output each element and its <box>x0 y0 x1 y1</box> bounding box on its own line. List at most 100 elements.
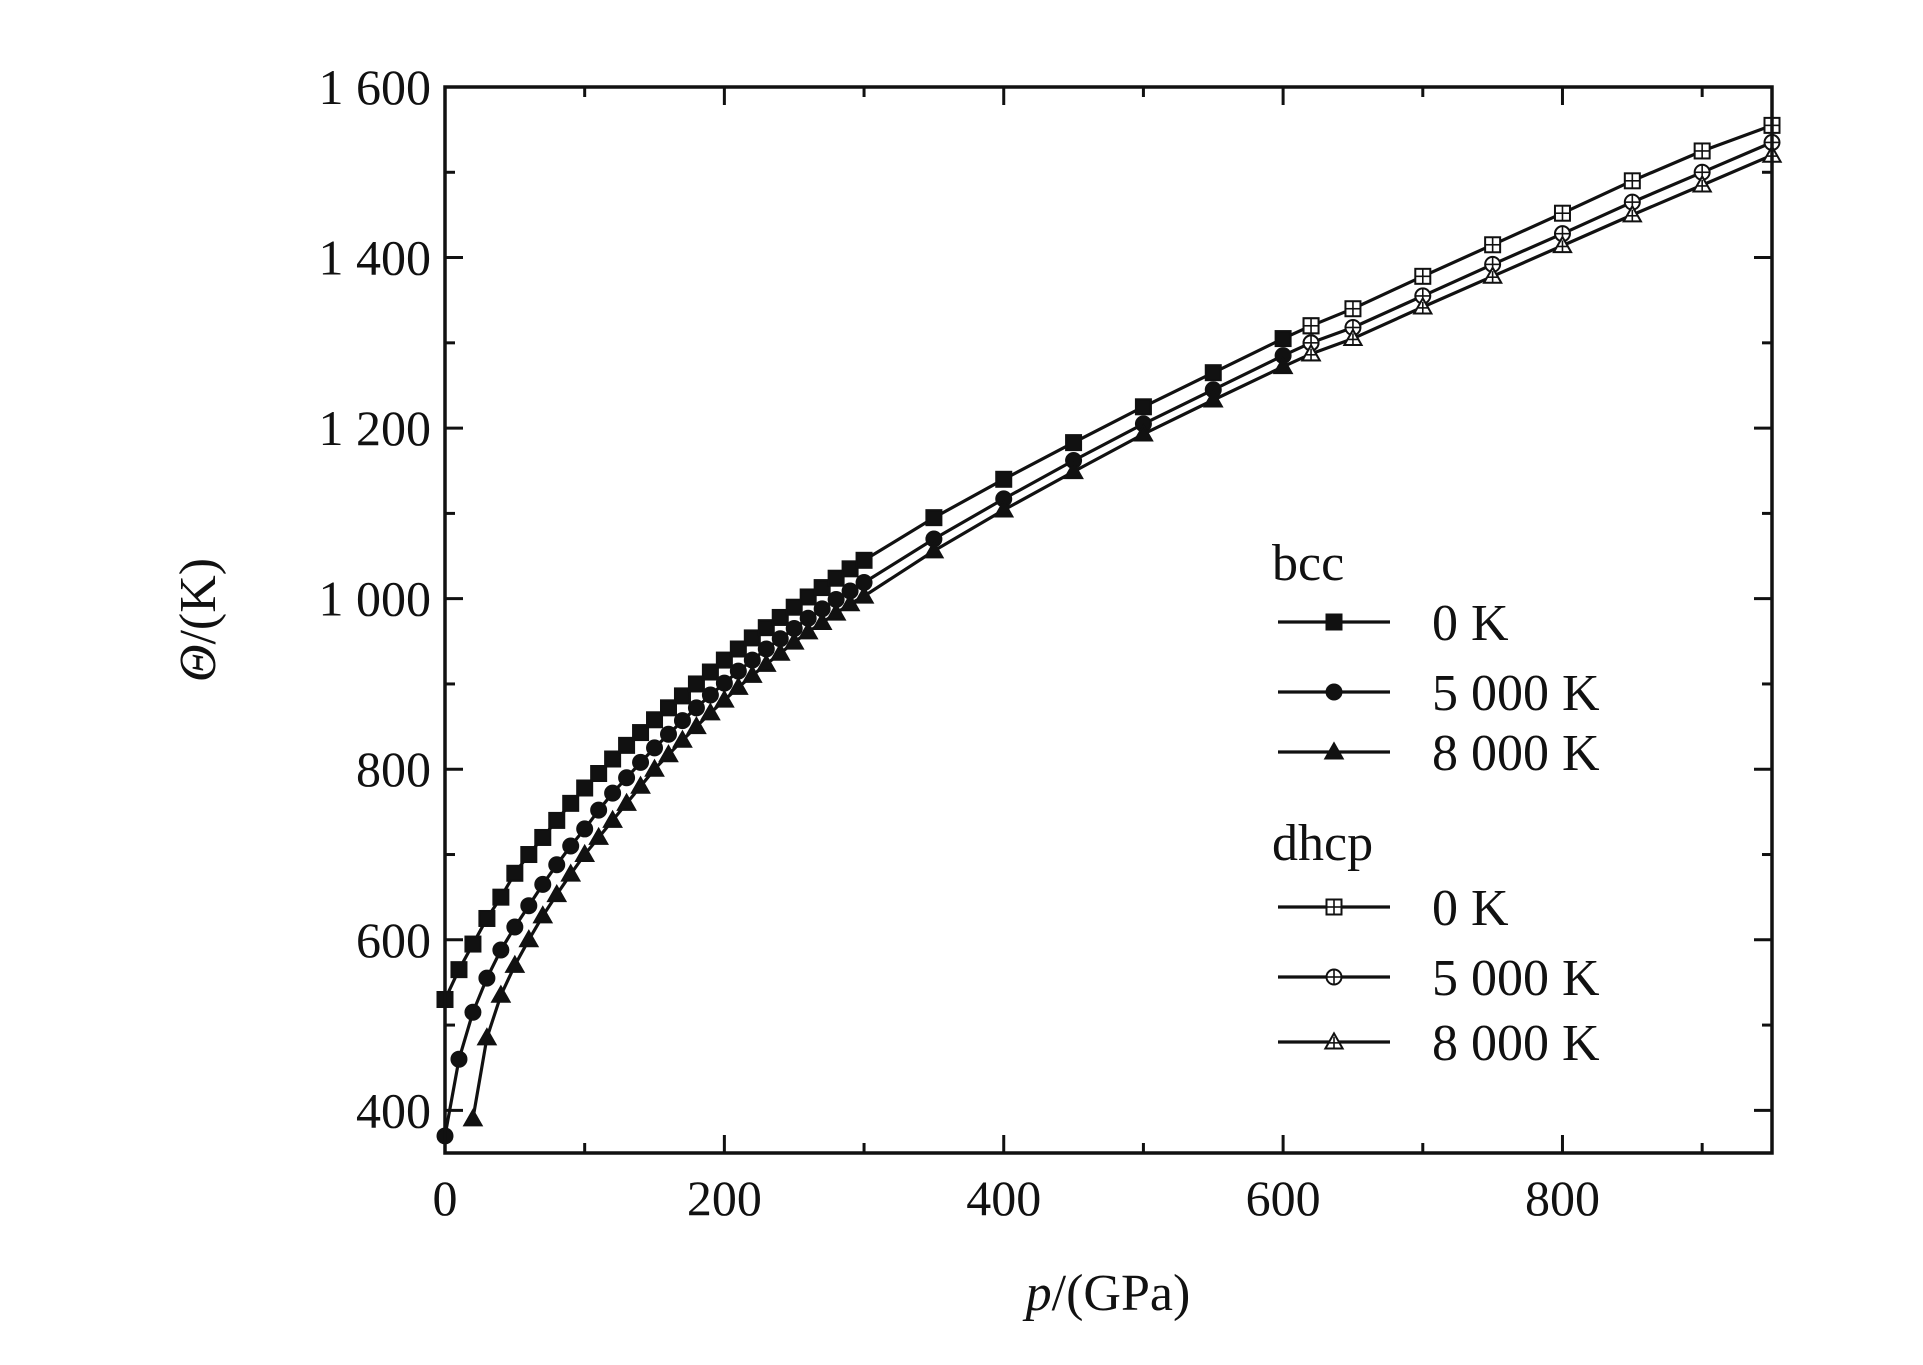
data-point <box>590 765 608 783</box>
data-point <box>644 758 665 777</box>
data-point <box>1552 234 1573 254</box>
data-point <box>520 897 538 915</box>
data-point <box>1344 300 1362 318</box>
series-line-2 <box>443 341 1312 1137</box>
x-tick-label: 600 <box>1246 1170 1321 1226</box>
data-point <box>1553 204 1571 222</box>
data-point <box>797 621 819 640</box>
y-axis-title-unit: /(K) <box>170 558 227 645</box>
legend-marker <box>1325 683 1343 701</box>
data-point <box>659 725 677 743</box>
series-markers-6 <box>1300 144 1783 362</box>
data-point <box>574 843 596 862</box>
data-point <box>701 663 719 681</box>
legend-label: 8 000 K <box>1432 1015 1600 1072</box>
data-point <box>490 984 512 1003</box>
data-point <box>506 864 524 882</box>
data-point <box>659 699 677 717</box>
data-point <box>464 935 482 953</box>
data-point <box>576 820 594 838</box>
data-point <box>715 674 733 692</box>
data-point <box>1065 434 1083 452</box>
legend-entry: 5 000 K <box>1278 665 1600 722</box>
data-point <box>630 775 651 794</box>
data-point <box>727 676 749 695</box>
data-point <box>687 699 705 717</box>
data-point <box>504 954 526 973</box>
data-point <box>462 1108 484 1127</box>
x-tick-label: 800 <box>1525 1170 1600 1226</box>
data-point <box>825 602 847 621</box>
data-point <box>616 792 637 811</box>
x-tick-label: 200 <box>687 1170 762 1226</box>
legend-label: 0 K <box>1432 880 1509 937</box>
legend-label: 0 K <box>1432 595 1509 652</box>
data-point <box>1133 423 1154 442</box>
data-point <box>546 883 568 903</box>
y-tick-label: 400 <box>356 1082 431 1138</box>
data-point <box>618 769 636 787</box>
x-tick-label: 400 <box>966 1170 1041 1226</box>
data-point <box>590 801 608 819</box>
data-point <box>853 585 875 604</box>
legend-entry: 8 000 K <box>1278 1015 1600 1072</box>
data-point <box>1482 265 1503 284</box>
data-point <box>632 753 650 771</box>
data-point <box>1484 236 1502 254</box>
data-point <box>771 608 789 626</box>
data-point <box>450 961 468 979</box>
data-point <box>450 1050 468 1068</box>
y-axis-title-var: Θ <box>170 645 227 683</box>
legend-marker <box>1323 741 1345 760</box>
legend-label: 5 000 K <box>1432 950 1600 1007</box>
plot-frame <box>443 85 1774 1155</box>
data-point <box>534 875 552 893</box>
data-point <box>464 1003 482 1021</box>
y-axis-title: Θ/(K) <box>170 558 227 682</box>
plot-content <box>436 116 1783 1145</box>
data-point <box>520 846 538 864</box>
data-point <box>532 905 554 924</box>
data-point <box>993 499 1015 518</box>
legend-marker <box>1325 968 1343 986</box>
data-point <box>534 828 552 846</box>
data-point <box>769 642 791 661</box>
data-point <box>755 653 777 672</box>
data-point <box>562 837 580 855</box>
data-point <box>700 702 721 721</box>
data-point <box>799 588 817 606</box>
legend-marker <box>1323 1031 1345 1050</box>
data-point <box>548 811 566 829</box>
data-point <box>673 687 691 705</box>
data-point <box>1623 172 1641 190</box>
tick-labels: 0 200 400 600 800 400 600 800 1 000 1 200 1 400 1 6… <box>319 59 1600 1226</box>
data-point <box>1302 317 1320 335</box>
series-line-5 <box>1310 140 1773 345</box>
data-point <box>604 750 622 768</box>
data-point <box>646 711 664 729</box>
data-point <box>923 540 945 559</box>
data-point <box>476 1027 498 1046</box>
data-point <box>1134 398 1152 416</box>
data-point <box>1342 327 1364 347</box>
legend-entry: 0 K <box>1278 880 1509 937</box>
y-tick-label: 1 400 <box>319 230 432 286</box>
data-point <box>588 826 610 845</box>
series-markers-4 <box>1302 116 1781 335</box>
data-point <box>1202 389 1224 408</box>
y-tick-label: 800 <box>356 741 431 797</box>
data-point <box>1623 193 1641 211</box>
data-point <box>1274 330 1292 348</box>
x-tick-label: 0 <box>433 1170 458 1226</box>
data-point <box>506 918 524 936</box>
data-point <box>658 744 679 763</box>
data-point <box>729 662 747 680</box>
legend-group-title: dhcp <box>1272 815 1373 872</box>
data-point <box>686 715 707 735</box>
data-point <box>1691 174 1713 193</box>
legend-entry: 8 000 K <box>1278 725 1600 782</box>
data-point <box>632 724 650 742</box>
data-point <box>741 664 763 683</box>
data-point <box>478 909 496 927</box>
